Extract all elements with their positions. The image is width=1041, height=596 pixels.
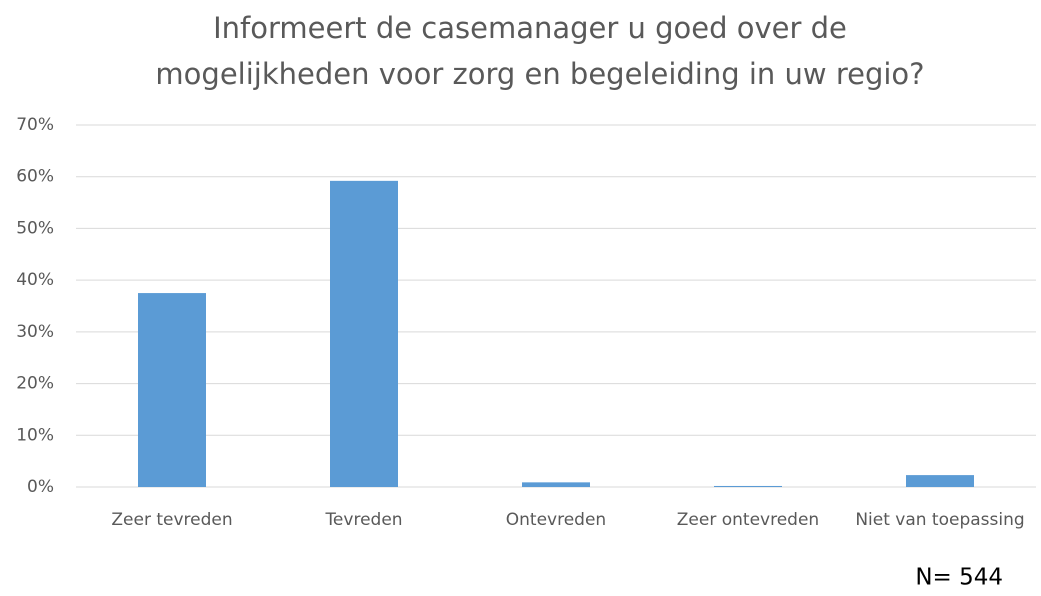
bar bbox=[138, 293, 206, 487]
x-tick-label: Niet van toepassing bbox=[855, 510, 1024, 530]
y-tick-label: 50% bbox=[16, 218, 54, 238]
y-tick-label: 60% bbox=[16, 167, 54, 187]
y-tick-label: 30% bbox=[16, 322, 54, 342]
y-tick-label: 20% bbox=[16, 374, 54, 394]
x-tick-label: Zeer ontevreden bbox=[677, 510, 819, 530]
bar bbox=[522, 482, 590, 487]
x-tick-label: Tevreden bbox=[324, 510, 402, 530]
y-tick-label: 70% bbox=[16, 115, 54, 135]
chart-title: Informeert de casemanager u goed over de bbox=[213, 11, 847, 45]
bar bbox=[330, 180, 398, 487]
x-tick-label: Ontevreden bbox=[506, 510, 606, 530]
chart-title: mogelijkheden voor zorg en begeleiding i… bbox=[155, 57, 924, 91]
y-tick-label: 40% bbox=[16, 270, 54, 290]
bar bbox=[906, 475, 974, 487]
annotation: N= 544 bbox=[915, 565, 1003, 591]
x-tick-label: Zeer tevreden bbox=[111, 510, 232, 530]
bar bbox=[714, 485, 782, 487]
y-tick-label: 0% bbox=[27, 477, 54, 497]
y-tick-label: 10% bbox=[16, 425, 54, 445]
